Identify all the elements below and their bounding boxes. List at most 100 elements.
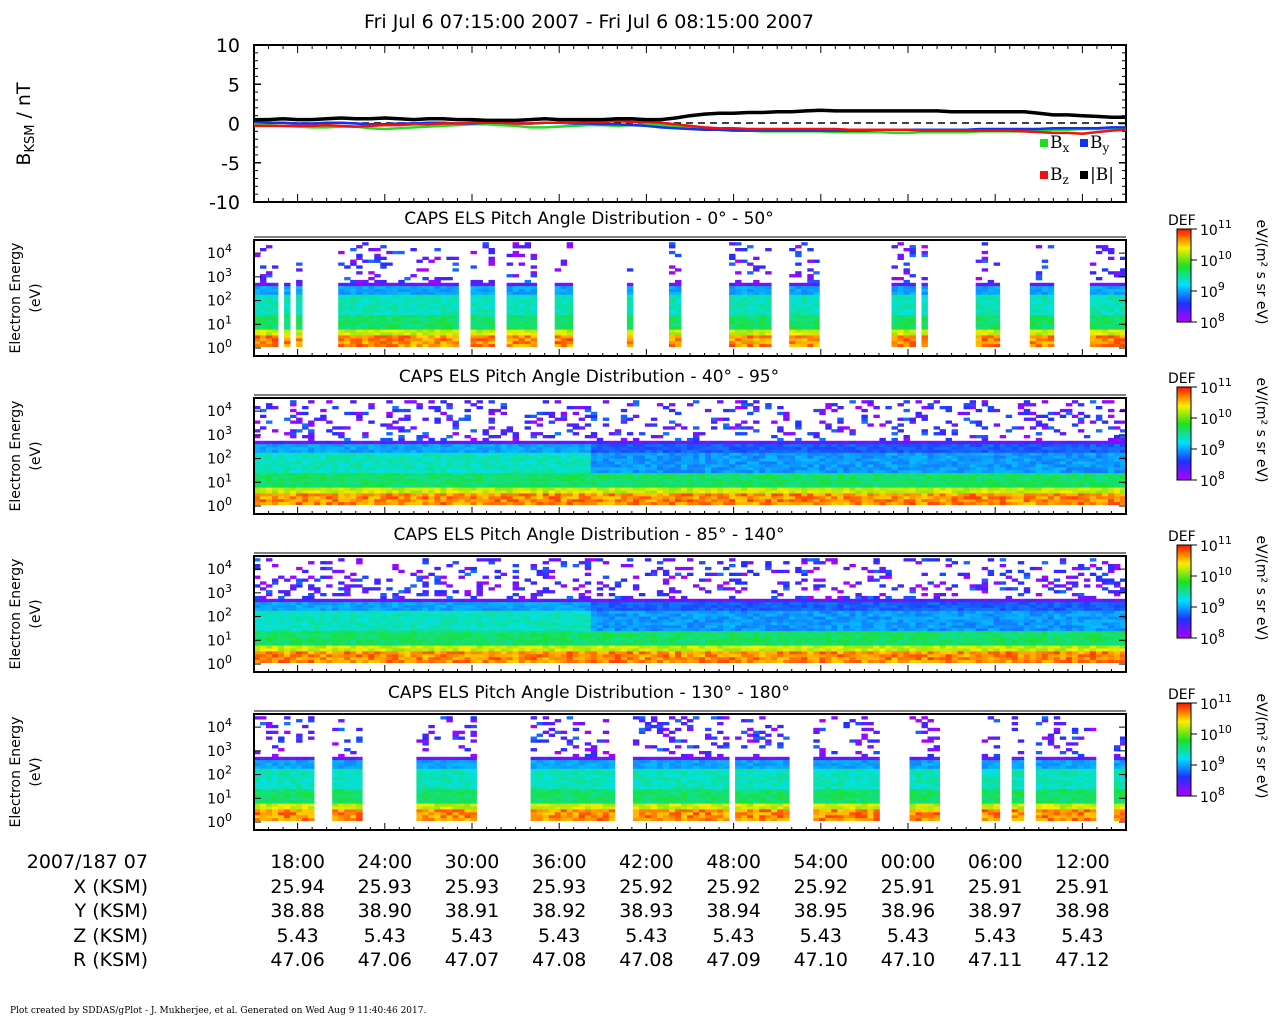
mag-ytick-label: -5 [221, 153, 240, 175]
legend-label-bz: Bz [1050, 165, 1069, 187]
spectrogram-y-axis-label: Electron Energy (eV) [8, 243, 44, 354]
ephemeris-x: 25.91 [968, 876, 1022, 898]
series-line-by [253, 120, 1126, 132]
spectrogram-panel: CAPS ELS Pitch Angle Distribution - 40° … [8, 367, 1269, 515]
colorbar-label: DEF [1168, 687, 1196, 703]
ephemeris-z: 5.43 [1061, 925, 1103, 947]
ephemeris-z: 5.43 [712, 925, 754, 947]
colorbar-tick-label: 1010 [1200, 249, 1232, 270]
spectrogram-panel: CAPS ELS Pitch Angle Distribution - 0° -… [8, 209, 1269, 357]
ephemeris-y: 38.95 [794, 900, 848, 922]
spectrogram-image [254, 242, 1127, 347]
spectrogram-y-axis-label: Electron Energy (eV) [8, 401, 44, 512]
ephemeris-x: 25.94 [270, 876, 324, 898]
mag-ytick-label: 0 [228, 114, 240, 136]
colorbar-unit-label: eV/(m² s sr eV) [1253, 378, 1269, 483]
ephemeris-z: 5.43 [276, 925, 318, 947]
spectrogram-ytick-label: 104 [207, 558, 232, 578]
spectrogram-ytick-label: 104 [207, 242, 232, 262]
ephemeris-z: 5.43 [364, 925, 406, 947]
spectrogram-ytick-label: 103 [207, 582, 232, 602]
spectrogram-ytick-label: 102 [207, 606, 232, 626]
legend-swatch-bmag [1080, 171, 1088, 179]
ephemeris-time: 36:00 [532, 851, 587, 873]
footer-credit: Plot created by SDDAS/gPlot - J. Mukherj… [10, 1006, 427, 1016]
spectrogram-ytick-label: 102 [207, 290, 232, 310]
colorbar-tick-label: 109 [1200, 754, 1225, 775]
colorbar [1176, 702, 1192, 797]
colorbar-tick-label: 109 [1200, 438, 1225, 459]
ephemeris-x: 25.92 [794, 876, 848, 898]
spectrogram-ytick-label: 103 [207, 424, 232, 444]
series-line-bz [254, 119, 1127, 135]
ephemeris-time: 48:00 [706, 851, 761, 873]
colorbar-tick-label: 1011 [1200, 692, 1232, 713]
ephemeris-y: 38.91 [445, 900, 499, 922]
legend-label-bx: Bx [1050, 133, 1070, 155]
spectrogram-ytick-label: 102 [207, 448, 232, 468]
ephemeris-x: 25.92 [706, 876, 760, 898]
ephemeris-r: 47.07 [445, 949, 499, 971]
ephemeris-time: 42:00 [619, 851, 674, 873]
spectrogram-image [254, 558, 1127, 663]
ephemeris-y: 38.98 [1055, 900, 1109, 922]
ephemeris-time: 30:00 [445, 851, 500, 873]
ephemeris-time: 24:00 [357, 851, 412, 873]
ephemeris-y: 38.90 [358, 900, 412, 922]
legend-label-by: By [1090, 133, 1110, 155]
spectrogram-ytick-label: 103 [207, 266, 232, 286]
colorbar [1176, 386, 1192, 481]
legend-swatch-bx [1040, 139, 1048, 147]
spectrogram-ytick-label: 101 [207, 787, 232, 807]
colorbar-tick-label: 108 [1200, 311, 1225, 332]
spectrogram-panel: CAPS ELS Pitch Angle Distribution - 130°… [8, 683, 1269, 831]
figure-title: Fri Jul 6 07:15:00 2007 - Fri Jul 6 08:1… [364, 11, 814, 33]
spectrogram-ytick-label: 102 [207, 764, 232, 784]
spectrogram-ytick-label: 101 [207, 471, 232, 491]
colorbar-tick-label: 1010 [1200, 723, 1232, 744]
spectrogram-y-axis-label: Electron Energy (eV) [8, 559, 44, 670]
spectrogram-title: CAPS ELS Pitch Angle Distribution - 130°… [388, 683, 790, 703]
spectrogram-ytick-label: 100 [207, 811, 232, 831]
colorbar-tick-label: 108 [1200, 469, 1225, 490]
ephemeris-r: 47.09 [706, 949, 760, 971]
mag-y-axis-label: BKSM / nT [13, 82, 38, 166]
ephemeris-y: 38.97 [968, 900, 1022, 922]
legend-swatch-by [1080, 139, 1088, 147]
spectrogram-ytick-label: 104 [207, 716, 232, 736]
ephemeris-z: 5.43 [887, 925, 929, 947]
ephemeris-z: 5.43 [625, 925, 667, 947]
ephemeris-x: 25.93 [445, 876, 499, 898]
ephemeris-x: 25.93 [532, 876, 586, 898]
ephemeris-time: 54:00 [793, 851, 848, 873]
spectrogram-ytick-label: 100 [207, 653, 232, 673]
ephemeris-r: 47.06 [270, 949, 324, 971]
ephemeris-row-label: 2007/187 07 [27, 851, 148, 873]
colorbar-tick-label: 1011 [1200, 218, 1232, 239]
ephemeris-r: 47.08 [619, 949, 673, 971]
colorbar-tick-label: 1010 [1200, 565, 1232, 586]
ephemeris-r: 47.11 [968, 949, 1022, 971]
colorbar-tick-label: 1011 [1200, 534, 1232, 555]
spectrogram-title: CAPS ELS Pitch Angle Distribution - 0° -… [404, 209, 773, 229]
ephemeris-x: 25.93 [358, 876, 412, 898]
colorbar [1176, 228, 1192, 323]
ephemeris-time: 00:00 [881, 851, 936, 873]
ephemeris-z: 5.43 [538, 925, 580, 947]
spectrogram-ytick-label: 104 [207, 400, 232, 420]
series-line-bmag [254, 108, 1126, 123]
ephemeris-x: 25.91 [1055, 876, 1109, 898]
colorbar-tick-label: 109 [1200, 596, 1225, 617]
colorbar-tick-label: 108 [1200, 627, 1225, 648]
mag-ytick-label: 5 [228, 74, 240, 96]
ephemeris-z: 5.43 [974, 925, 1016, 947]
ephemeris-r: 47.06 [358, 949, 412, 971]
colorbar-label: DEF [1168, 213, 1196, 229]
spectrogram-image [254, 400, 1127, 505]
ephemeris-y: 38.92 [532, 900, 586, 922]
spectrogram-title: CAPS ELS Pitch Angle Distribution - 40° … [399, 367, 779, 387]
ephemeris-row-label: X (KSM) [73, 876, 148, 898]
mag-ytick-label: -10 [209, 192, 240, 214]
spectrogram-ytick-label: 100 [207, 337, 232, 357]
colorbar-unit-label: eV/(m² s sr eV) [1253, 694, 1269, 799]
